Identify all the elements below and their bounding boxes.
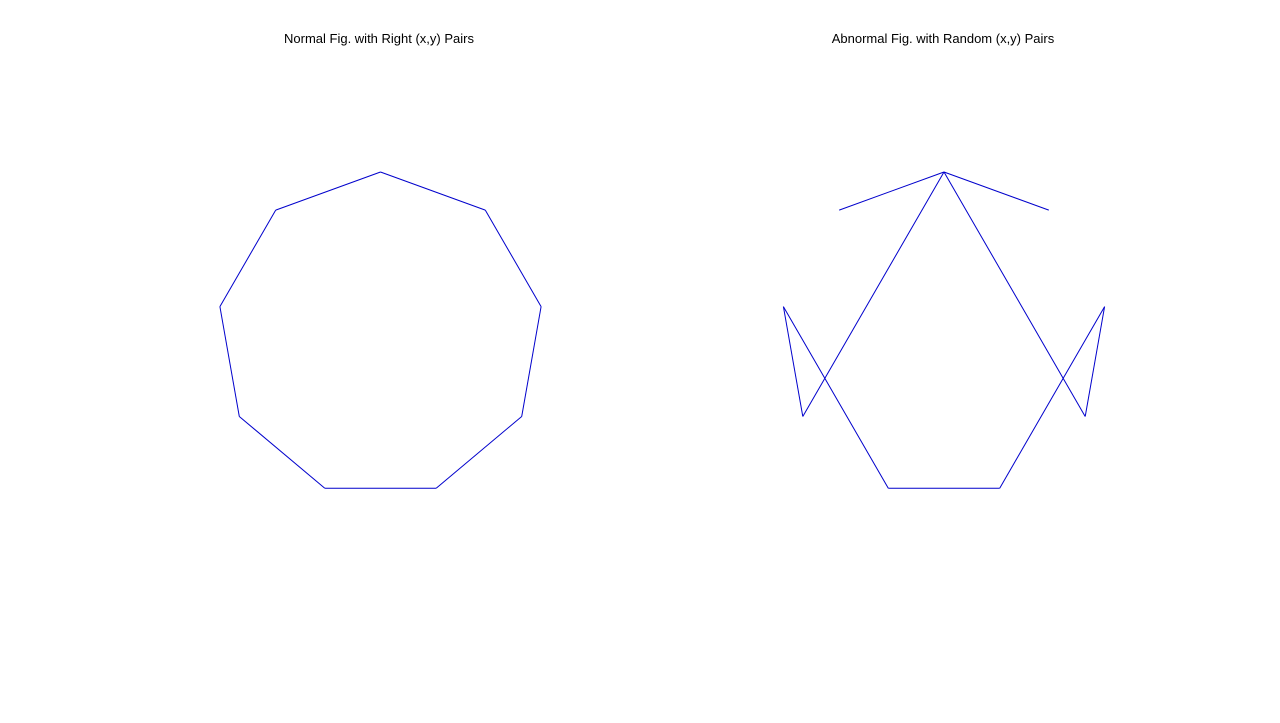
plot-left bbox=[219, 171, 542, 489]
line-segment-right-0-5 bbox=[782, 306, 889, 489]
line-segment-left-0-1 bbox=[484, 209, 542, 307]
line-segment-right-0-2 bbox=[1084, 306, 1106, 417]
line-segment-left-0-8 bbox=[275, 171, 381, 211]
chart-title-left: Normal Fig. with Right (x,y) Pairs bbox=[284, 31, 474, 46]
line-segment-right-0-8 bbox=[839, 171, 945, 211]
line-segment-left-0-0 bbox=[380, 171, 486, 211]
line-segment-left-0-5 bbox=[238, 416, 326, 489]
line-segment-right-0-1 bbox=[943, 171, 1086, 417]
plot-right bbox=[782, 171, 1106, 489]
line-segment-left-0-6 bbox=[219, 306, 240, 417]
chart-panel-left: Normal Fig. with Right (x,y) Pairs bbox=[284, 31, 474, 46]
line-segment-left-0-7 bbox=[219, 209, 277, 307]
chart-title-right: Abnormal Fig. with Random (x,y) Pairs bbox=[831, 31, 1055, 46]
line-segment-right-0-0 bbox=[943, 171, 1049, 211]
chart-panel-right: Abnormal Fig. with Random (x,y) Pairs bbox=[640, 0, 1280, 723]
line-segment-left-0-3 bbox=[435, 416, 523, 489]
line-segment-right-0-7 bbox=[802, 171, 945, 417]
line-segment-right-0-3 bbox=[999, 306, 1106, 489]
line-segment-left-0-2 bbox=[521, 306, 542, 417]
line-segment-right-0-6 bbox=[782, 306, 804, 417]
